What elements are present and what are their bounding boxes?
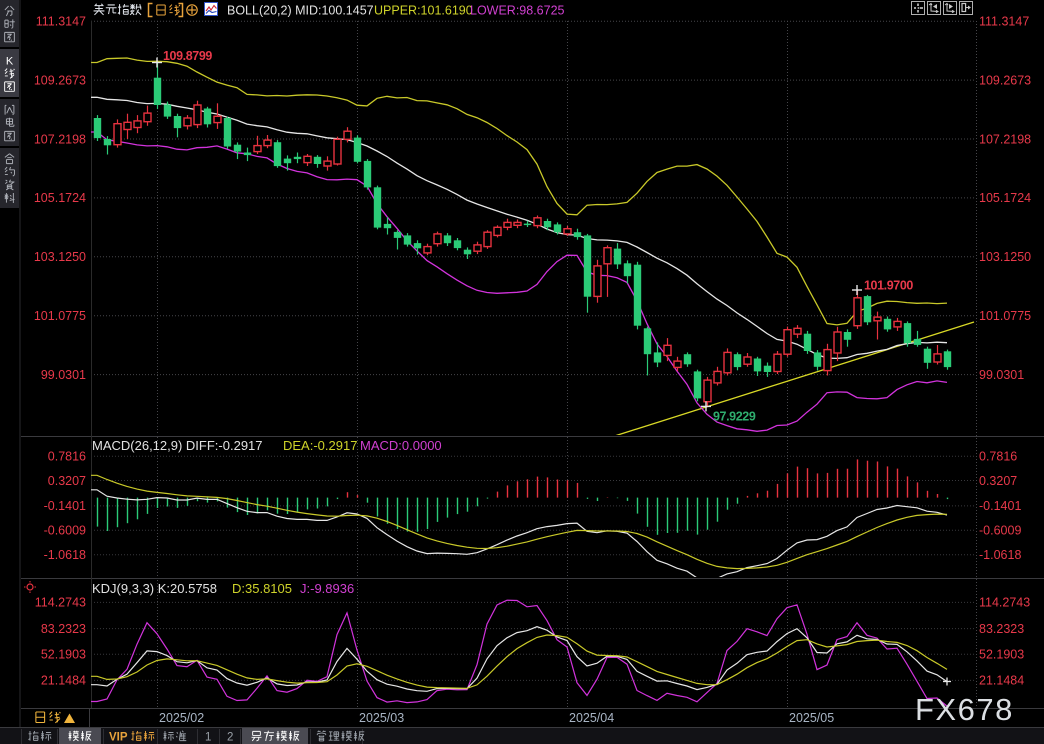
- svg-text:LOWER:98.6725: LOWER:98.6725: [470, 4, 565, 18]
- svg-text:107.2198: 107.2198: [979, 132, 1031, 146]
- svg-text:107.2198: 107.2198: [34, 132, 86, 146]
- svg-text:-0.1401: -0.1401: [979, 499, 1021, 513]
- svg-text:111.3147: 111.3147: [979, 15, 1029, 29]
- svg-text:105.1724: 105.1724: [34, 191, 86, 205]
- svg-text:109.2673: 109.2673: [979, 73, 1031, 87]
- svg-text:0.3207: 0.3207: [979, 474, 1017, 488]
- svg-text:114.2743: 114.2743: [979, 596, 1030, 610]
- svg-text:2025/03: 2025/03: [359, 711, 404, 725]
- svg-text:K: K: [6, 56, 14, 68]
- svg-text:-1.0618: -1.0618: [44, 548, 86, 562]
- svg-text:109.2673: 109.2673: [34, 73, 86, 87]
- svg-text:-1.0618: -1.0618: [979, 548, 1021, 562]
- svg-text:-0.1401: -0.1401: [44, 499, 86, 513]
- svg-text:-0.6009: -0.6009: [44, 524, 86, 538]
- svg-text:109.8799: 109.8799: [163, 49, 212, 63]
- svg-text:99.0301: 99.0301: [979, 368, 1024, 382]
- svg-text:2: 2: [227, 732, 233, 744]
- svg-text:103.1250: 103.1250: [979, 250, 1031, 264]
- svg-text:J:-9.8936: J:-9.8936: [300, 581, 354, 596]
- svg-text:114.2743: 114.2743: [35, 596, 86, 610]
- svg-text:-0.6009: -0.6009: [979, 524, 1021, 538]
- svg-text:101.0775: 101.0775: [979, 309, 1031, 323]
- svg-text:103.1250: 103.1250: [34, 250, 86, 264]
- svg-text:D:35.8105: D:35.8105: [232, 581, 292, 596]
- svg-text:83.2323: 83.2323: [41, 622, 86, 636]
- svg-text:MACD:0.0000: MACD:0.0000: [360, 438, 442, 453]
- svg-text:101.9700: 101.9700: [864, 279, 913, 293]
- svg-text:DEA:-0.2917: DEA:-0.2917: [283, 438, 357, 453]
- svg-text:111.3147: 111.3147: [36, 15, 86, 29]
- svg-text:UPPER:101.6190: UPPER:101.6190: [374, 4, 473, 18]
- svg-text:KDJ(9,3,3) K:20.5758: KDJ(9,3,3) K:20.5758: [92, 581, 217, 596]
- svg-text:2025/02: 2025/02: [159, 711, 204, 725]
- svg-text:99.0301: 99.0301: [41, 368, 86, 382]
- svg-text:0.7816: 0.7816: [979, 450, 1017, 464]
- svg-text:101.0775: 101.0775: [34, 309, 86, 323]
- svg-text:83.2323: 83.2323: [979, 622, 1024, 636]
- svg-text:VIP: VIP: [109, 732, 128, 744]
- svg-text:MACD(26,12,9) DIFF:-0.2917: MACD(26,12,9) DIFF:-0.2917: [92, 438, 263, 453]
- svg-text:0.3207: 0.3207: [48, 474, 86, 488]
- svg-text:2025/05: 2025/05: [789, 711, 834, 725]
- svg-text:21.1484: 21.1484: [41, 674, 86, 688]
- svg-text:52.1903: 52.1903: [979, 648, 1024, 662]
- svg-text:0.7816: 0.7816: [48, 450, 86, 464]
- svg-text:FX678: FX678: [915, 692, 1014, 727]
- svg-text:52.1903: 52.1903: [41, 648, 86, 662]
- svg-text:1: 1: [205, 732, 211, 744]
- svg-text:21.1484: 21.1484: [979, 674, 1024, 688]
- svg-text:BOLL(20,2) MID:100.1457: BOLL(20,2) MID:100.1457: [227, 4, 374, 18]
- svg-text:2025/04: 2025/04: [569, 711, 614, 725]
- svg-text:97.9229: 97.9229: [713, 410, 756, 424]
- svg-text:105.1724: 105.1724: [979, 191, 1031, 205]
